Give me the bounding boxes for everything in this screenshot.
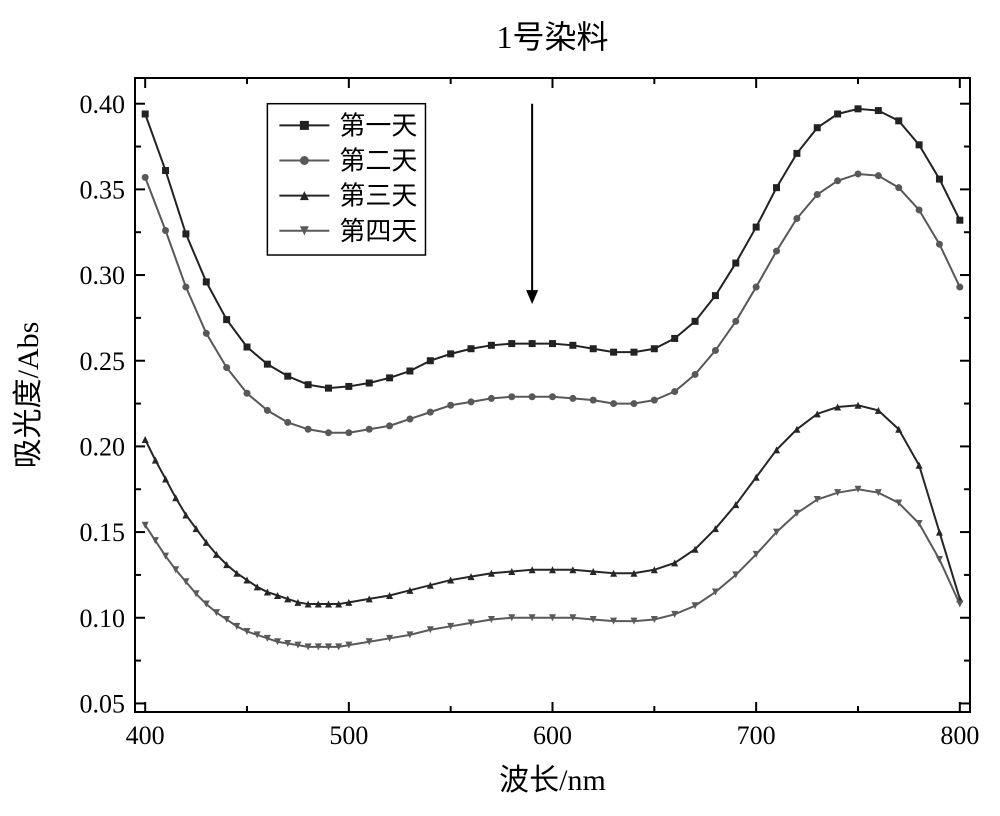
chart-title: 1号染料 — [496, 19, 608, 55]
legend-item-label: 第二天 — [339, 147, 417, 176]
legend-item-label: 第三天 — [339, 182, 417, 211]
legend: 第一天第二天第三天第四天 — [267, 104, 425, 255]
x-tick-label: 600 — [533, 721, 572, 750]
series-3 — [142, 402, 964, 608]
y-tick-label: 0.10 — [80, 604, 126, 633]
x-axis-label: 波长/nm — [499, 764, 606, 797]
y-tick-label: 0.30 — [80, 261, 126, 290]
chart-container: 400 500 600 700 800 0.05 0.10 0.15 0.20 0.25 0.30 0… — [0, 0, 1000, 816]
absorption-spectrum-chart: 400 500 600 700 800 0.05 0.10 0.15 0.20 0.25 0.30 0… — [0, 0, 1000, 816]
x-tick-label: 800 — [940, 721, 979, 750]
x-tick-label: 500 — [329, 721, 368, 750]
legend-item-label: 第一天 — [339, 112, 417, 141]
down-arrow-head-icon — [526, 290, 538, 304]
series-1 — [142, 105, 964, 391]
y-tick-label: 0.05 — [80, 690, 126, 719]
series-2 — [142, 170, 964, 436]
y-tick-label: 0.25 — [80, 347, 126, 376]
y-tick-label: 0.20 — [80, 433, 126, 462]
x-tick-label: 700 — [737, 721, 776, 750]
y-tick-label: 0.15 — [80, 518, 126, 547]
series-group — [142, 105, 964, 650]
y-tick-label: 0.40 — [80, 90, 126, 119]
y-axis-label: 吸光度/Abs — [12, 322, 45, 469]
legend-item-label: 第四天 — [339, 217, 417, 246]
y-tick-label: 0.35 — [80, 175, 126, 204]
x-tick-label: 400 — [126, 721, 165, 750]
